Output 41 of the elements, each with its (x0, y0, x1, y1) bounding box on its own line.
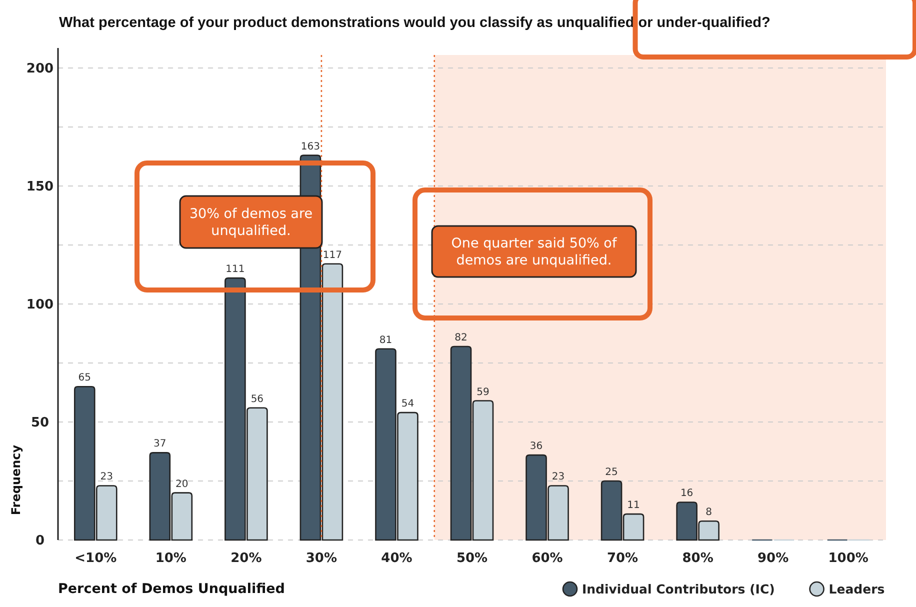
y-axis-title: Frequency (9, 444, 23, 516)
legend-label: Leaders (828, 581, 885, 596)
annotation: One quarter said 50% of demos are unqualified. (451, 236, 618, 269)
data-label: 16 (680, 488, 694, 500)
data-label: 37 (154, 438, 166, 450)
data-label: 65 (78, 372, 92, 384)
y-tick-label: 50 (30, 416, 50, 431)
data-label: 59 (476, 386, 490, 398)
data-label: 117 (322, 250, 342, 261)
x-tick-label: 90% (758, 551, 789, 566)
x-tick-label: 70% (606, 551, 638, 566)
data-label: 54 (401, 398, 414, 410)
y-tick-label: 100 (26, 298, 54, 313)
x-tick-label: 50% (456, 551, 488, 566)
x-tick-label: 30% (306, 551, 338, 566)
data-label: 36 (530, 441, 543, 452)
data-label: 8 (706, 507, 712, 518)
data-label: 23 (552, 472, 565, 483)
data-label: 11 (627, 500, 640, 512)
y-tick-label: 0 (35, 534, 45, 549)
x-axis-title: Percent of Demos Unqualified (58, 581, 285, 597)
data-label: 25 (605, 467, 618, 478)
chart-title: What percentage of your product demonstrations would you classify as unqualified or under-qualified? (59, 15, 771, 31)
data-label: 82 (454, 332, 468, 344)
data-label: 56 (250, 394, 264, 405)
x-tick-label: 20% (230, 551, 262, 566)
x-tick-label: 40% (381, 551, 412, 566)
data-label: 81 (379, 334, 392, 346)
data-label: 23 (100, 472, 114, 483)
x-tick-label: 100% (828, 551, 868, 566)
x-tick-label: 60% (532, 551, 563, 566)
x-tick-label: 10% (155, 551, 186, 566)
y-tick-label: 150 (26, 180, 54, 195)
annotation: 30% of demos are unqualified. (189, 206, 313, 240)
legend-label: Individual Contributors (IC) (582, 581, 775, 596)
data-label: 20 (176, 478, 188, 490)
x-tick-label: 80% (682, 551, 714, 566)
data-label: 163 (300, 141, 320, 152)
y-tick-label: 200 (26, 62, 54, 77)
data-label: 111 (226, 264, 245, 276)
x-tick-label: <10% (74, 551, 117, 566)
